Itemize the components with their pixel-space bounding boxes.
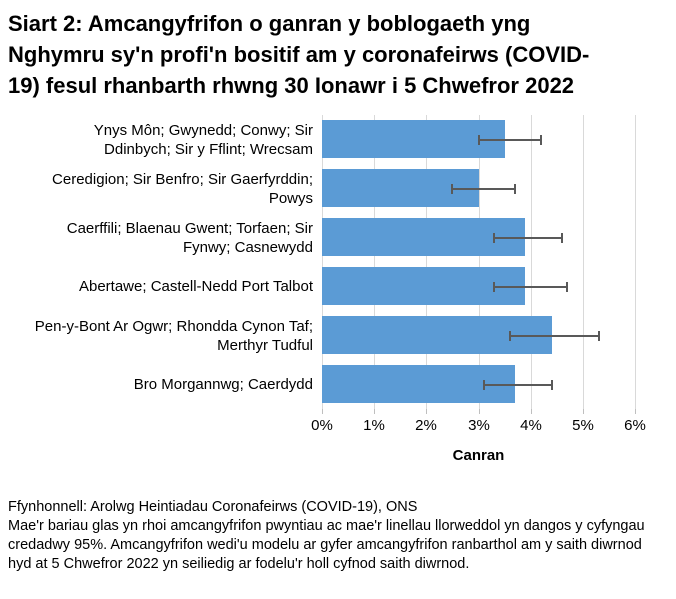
bar-row bbox=[322, 311, 666, 360]
bar bbox=[322, 120, 505, 158]
error-bar-cap bbox=[514, 183, 516, 194]
x-tick-label: 5% bbox=[572, 417, 594, 434]
category-label-text: Caerffili; Blaenau Gwent; Torfaen; Sir F… bbox=[66, 219, 313, 256]
x-tick-label: 1% bbox=[363, 417, 385, 434]
error-bar bbox=[509, 334, 599, 337]
error-bar-cap bbox=[508, 330, 511, 341]
error-bar-cap bbox=[493, 281, 496, 292]
axis-ticks bbox=[322, 409, 666, 415]
category-label-text: Ceredigion; Sir Benfro; Sir Gaerfyrddin;… bbox=[52, 170, 313, 207]
error-bar bbox=[494, 285, 568, 288]
category-label: Ynys Môn; Gwynedd; Conwy; Sir Ddinbych; … bbox=[0, 115, 322, 164]
x-tick-label: 0% bbox=[311, 417, 333, 434]
category-label: Caerffili; Blaenau Gwent; Torfaen; Sir F… bbox=[0, 213, 322, 262]
gridline bbox=[583, 115, 584, 409]
bar-row bbox=[322, 115, 666, 164]
tick-mark bbox=[322, 409, 323, 414]
bar-row bbox=[322, 360, 666, 409]
tick-mark bbox=[583, 409, 584, 414]
error-bar-cap bbox=[566, 281, 569, 292]
chart-title: Siart 2: Amcangyfrifon o ganran y boblog… bbox=[8, 11, 590, 98]
error-bar-cap bbox=[561, 232, 563, 243]
bar-row bbox=[322, 262, 666, 311]
gridline bbox=[426, 115, 427, 409]
x-tick-label: 2% bbox=[415, 417, 437, 434]
plot-area: 0% 1% 2% 3% 4% 5% 6% Canran bbox=[311, 115, 666, 464]
method-note: Mae'r bariau glas yn rhoi amcangyfrifon … bbox=[8, 518, 645, 572]
x-tick-label: 6% bbox=[624, 417, 646, 434]
error-bar bbox=[483, 383, 552, 386]
error-bar bbox=[478, 138, 542, 141]
category-labels: Ynys Môn; Gwynedd; Conwy; Sir Ddinbych; … bbox=[0, 115, 322, 464]
error-bar-cap bbox=[540, 134, 543, 145]
gridline bbox=[635, 115, 636, 409]
error-bar-cap bbox=[482, 379, 485, 390]
bar-rows bbox=[322, 115, 666, 409]
x-tick-label: 4% bbox=[520, 417, 542, 434]
category-label-text: Pen-y-Bont Ar Ogwr; Rhondda Cynon Taf; M… bbox=[34, 317, 313, 354]
category-label-text: Abertawe; Castell-Nedd Port Talbot bbox=[78, 278, 313, 295]
tick-mark bbox=[479, 409, 480, 414]
category-label: Pen-y-Bont Ar Ogwr; Rhondda Cynon Taf; M… bbox=[0, 311, 322, 360]
error-bar-cap bbox=[597, 330, 600, 341]
bar-row bbox=[322, 213, 666, 262]
gridline bbox=[531, 115, 532, 409]
x-tick-label: 3% bbox=[468, 417, 490, 434]
category-label: Abertawe; Castell-Nedd Port Talbot bbox=[0, 262, 322, 311]
error-bar bbox=[494, 236, 562, 239]
category-label: Ceredigion; Sir Benfro; Sir Gaerfyrddin;… bbox=[0, 164, 322, 213]
tick-mark bbox=[426, 409, 427, 414]
bar-row bbox=[322, 164, 666, 213]
error-bar-cap bbox=[550, 379, 553, 390]
source-note: Ffynhonnell: Arolwg Heintiadau Coronafei… bbox=[8, 499, 418, 515]
tick-mark bbox=[635, 409, 636, 414]
category-label-text: Bro Morgannwg; Caerdydd bbox=[133, 376, 313, 393]
error-bar-cap bbox=[493, 232, 496, 243]
bar-chart: Ynys Môn; Gwynedd; Conwy; Sir Ddinbych; … bbox=[0, 115, 676, 464]
x-tick-labels: 0% 1% 2% 3% 4% 5% 6% bbox=[311, 417, 666, 437]
gridline bbox=[322, 115, 323, 409]
bar bbox=[322, 218, 526, 256]
error-bar bbox=[452, 187, 515, 190]
tick-mark bbox=[531, 409, 532, 414]
footer: Ffynhonnell: Arolwg Heintiadau Coronafei… bbox=[0, 498, 676, 574]
bar bbox=[322, 267, 526, 305]
x-axis-label: Canran bbox=[452, 447, 505, 464]
error-bar-cap bbox=[451, 183, 454, 194]
category-label-text: Ynys Môn; Gwynedd; Conwy; Sir Ddinbych; … bbox=[93, 121, 313, 158]
error-bar-cap bbox=[477, 134, 480, 145]
gridline bbox=[479, 115, 480, 409]
tick-mark bbox=[374, 409, 375, 414]
gridline bbox=[374, 115, 375, 409]
category-label: Bro Morgannwg; Caerdydd bbox=[0, 360, 322, 409]
